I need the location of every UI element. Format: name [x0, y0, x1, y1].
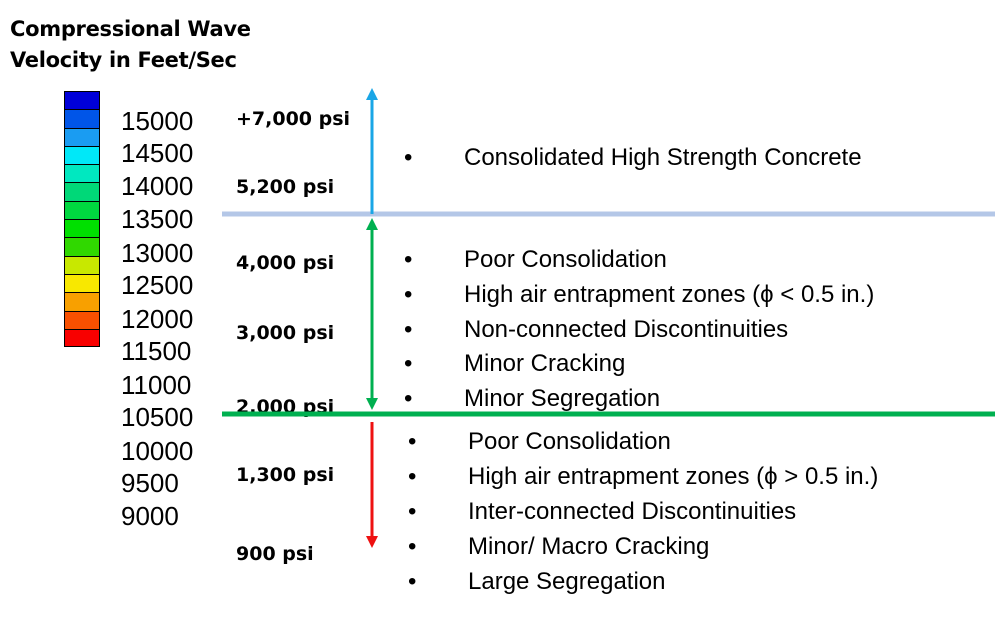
zone-2-bullet-item: • Poor Consolidation [404, 246, 667, 274]
bullet-text: Minor/ Macro Cracking [468, 533, 710, 560]
colorbar-swatch [64, 237, 100, 256]
bullet-dot: • [404, 144, 413, 171]
bullet-dot: • [408, 533, 417, 560]
chart-title: Compressional Wave Velocity in Feet/Sec [10, 14, 251, 76]
velocity-label: 14000 [121, 171, 194, 201]
velocity-label: 13500 [121, 204, 194, 234]
zone-3-bullet-item: • Large Segregation [408, 568, 665, 596]
colorbar-swatch [64, 145, 100, 165]
bullet-dot: • [404, 350, 413, 378]
blue-arrow-head [366, 88, 378, 100]
bullet-text: Non-connected Discontinuities [464, 315, 789, 343]
strength-label: 1,300 psi [236, 464, 335, 486]
colorbar-swatch [64, 310, 100, 329]
bullet-dot: • [404, 280, 413, 308]
bullet-text: High air entrapment zones (ϕ < 0.5 in.) [464, 280, 875, 308]
velocity-label: 9000 [121, 501, 179, 531]
bullet-dot: • [404, 246, 413, 273]
title-line-1: Compressional Wave [10, 17, 251, 41]
bullet-text: Inter-connected Discontinuities [468, 498, 797, 525]
bullet-dot: • [408, 428, 417, 455]
bullet-text: High air entrapment zones (ϕ > 0.5 in.) [468, 463, 879, 490]
bullet-dot: • [408, 568, 417, 595]
zone-3-bullet-item: • Inter-connected Discontinuities [408, 498, 796, 526]
green-arrow-head-up [366, 218, 378, 230]
velocity-label: 15000 [121, 106, 194, 136]
zone-3-bullet-item: • High air entrapment zones (ϕ > 0.5 in.) [408, 463, 878, 491]
zone-1-bullet-item: • Consolidated High Strength Concrete [404, 144, 862, 172]
zone-3-bullet-item: • Minor/ Macro Cracking [408, 533, 709, 561]
bullet-text: Minor Segregation [464, 385, 661, 413]
strength-label: 3,000 psi [236, 322, 335, 344]
bullet-text: Minor Cracking [464, 350, 626, 378]
bullet-dot: • [408, 463, 417, 490]
colorbar-swatch [64, 109, 100, 128]
colorbar-swatch [64, 255, 100, 274]
colorbar-swatch [64, 182, 100, 201]
green-arrow-head-down [366, 398, 378, 410]
colorbar-swatch [64, 200, 100, 220]
strength-label: +7,000 psi [236, 108, 351, 130]
red-arrow-head [366, 536, 378, 548]
velocity-label: 9500 [121, 468, 179, 498]
velocity-label: 11500 [121, 336, 192, 366]
bullet-text: Poor Consolidation [464, 246, 667, 273]
bullet-text: Poor Consolidation [468, 428, 671, 455]
bullet-text: Large Segregation [468, 568, 666, 595]
zone-2-bullet-item: • Minor Cracking [404, 350, 625, 378]
colorbar-swatch [64, 273, 100, 293]
strength-label: 5,200 psi [236, 176, 335, 198]
bullet-text: Consolidated High Strength Concrete [464, 144, 862, 171]
velocity-colorbar [64, 91, 100, 348]
bullet-dot: • [408, 498, 417, 525]
colorbar-swatch [64, 328, 100, 348]
title-line-2: Velocity in Feet/Sec [10, 48, 237, 72]
colorbar-swatch [64, 219, 100, 238]
bullet-dot: • [404, 385, 413, 413]
velocity-label: 13000 [121, 238, 194, 268]
colorbar-swatch [64, 127, 100, 146]
strength-label: 900 psi [236, 543, 314, 565]
zone-3-bullet-item: • Poor Consolidation [408, 428, 671, 456]
velocity-label: 12000 [121, 304, 194, 334]
velocity-label: 10500 [121, 402, 194, 432]
velocity-label: 11000 [121, 370, 192, 400]
bullet-dot: • [404, 315, 413, 343]
velocity-label: 10000 [121, 436, 194, 466]
zone-2-bullet-item: • High air entrapment zones (ϕ < 0.5 in.) [404, 281, 874, 309]
zone-2-bullet-item: • Minor Segregation [404, 385, 660, 413]
strength-label: 4,000 psi [236, 252, 335, 274]
colorbar-swatch [64, 164, 100, 183]
colorbar-swatch [64, 91, 100, 110]
velocity-label: 14500 [121, 138, 194, 168]
velocity-label: 12500 [121, 270, 194, 300]
colorbar-swatch [64, 292, 100, 311]
zone-2-bullet-item: • Non-connected Discontinuities [404, 316, 788, 344]
